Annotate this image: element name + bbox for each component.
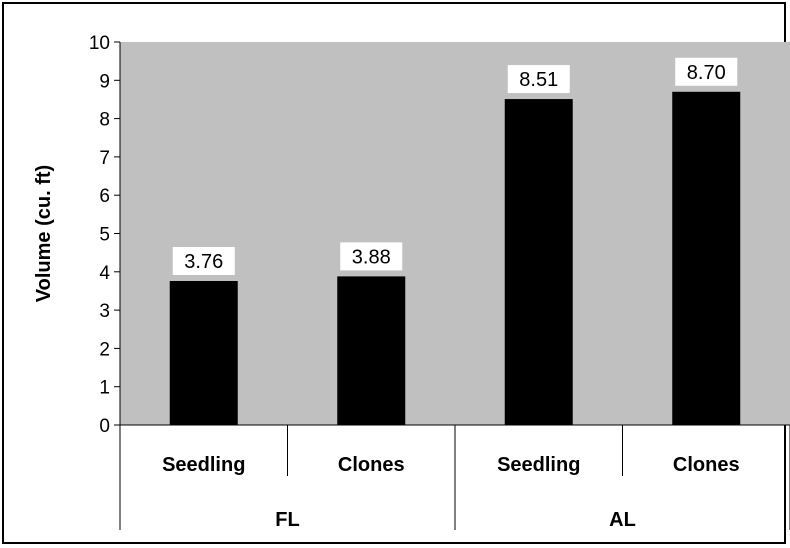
y-tick-label: 4 [99,263,110,284]
data-labels: 3.76 3.88 8.51 8.70 [172,57,738,275]
x-tick-label: Seedling [497,454,580,476]
x-tick-label: Seedling [162,454,245,476]
y-tick-label: 0 [99,416,110,437]
y-tick-label: 8 [99,110,110,131]
bar [337,276,406,425]
data-label-box [172,246,235,275]
y-tick-label: 3 [99,301,110,322]
y-tick-label: 9 [99,71,110,92]
bar [169,280,238,425]
data-label-box [507,65,570,94]
y-tick-label: 7 [99,148,110,169]
data-label: 3.76 [184,251,223,273]
bar [504,99,573,425]
bar [672,91,741,425]
group-label: FL [275,509,299,531]
bars [169,91,741,425]
x-tick-label: Clones [673,454,740,476]
data-label: 8.70 [687,62,726,84]
y-axis-title: Volume (cu. ft) [33,165,55,302]
y-tick-label: 5 [99,225,110,246]
data-label-box [675,57,738,86]
y-tick-label: 10 [89,33,110,54]
x-tick-label: Clones [338,454,405,476]
data-label-box [340,242,403,271]
group-label: AL [609,509,636,531]
y-tick-label: 2 [99,339,110,360]
y-tick-label: 1 [99,378,110,399]
y-tick-label: 6 [99,186,110,207]
data-label: 3.88 [352,246,391,268]
data-label: 8.51 [519,69,558,91]
axes: 0 1 2 3 4 5 6 7 8 9 10 Seedling Clones Seedling Clones… [89,33,790,531]
